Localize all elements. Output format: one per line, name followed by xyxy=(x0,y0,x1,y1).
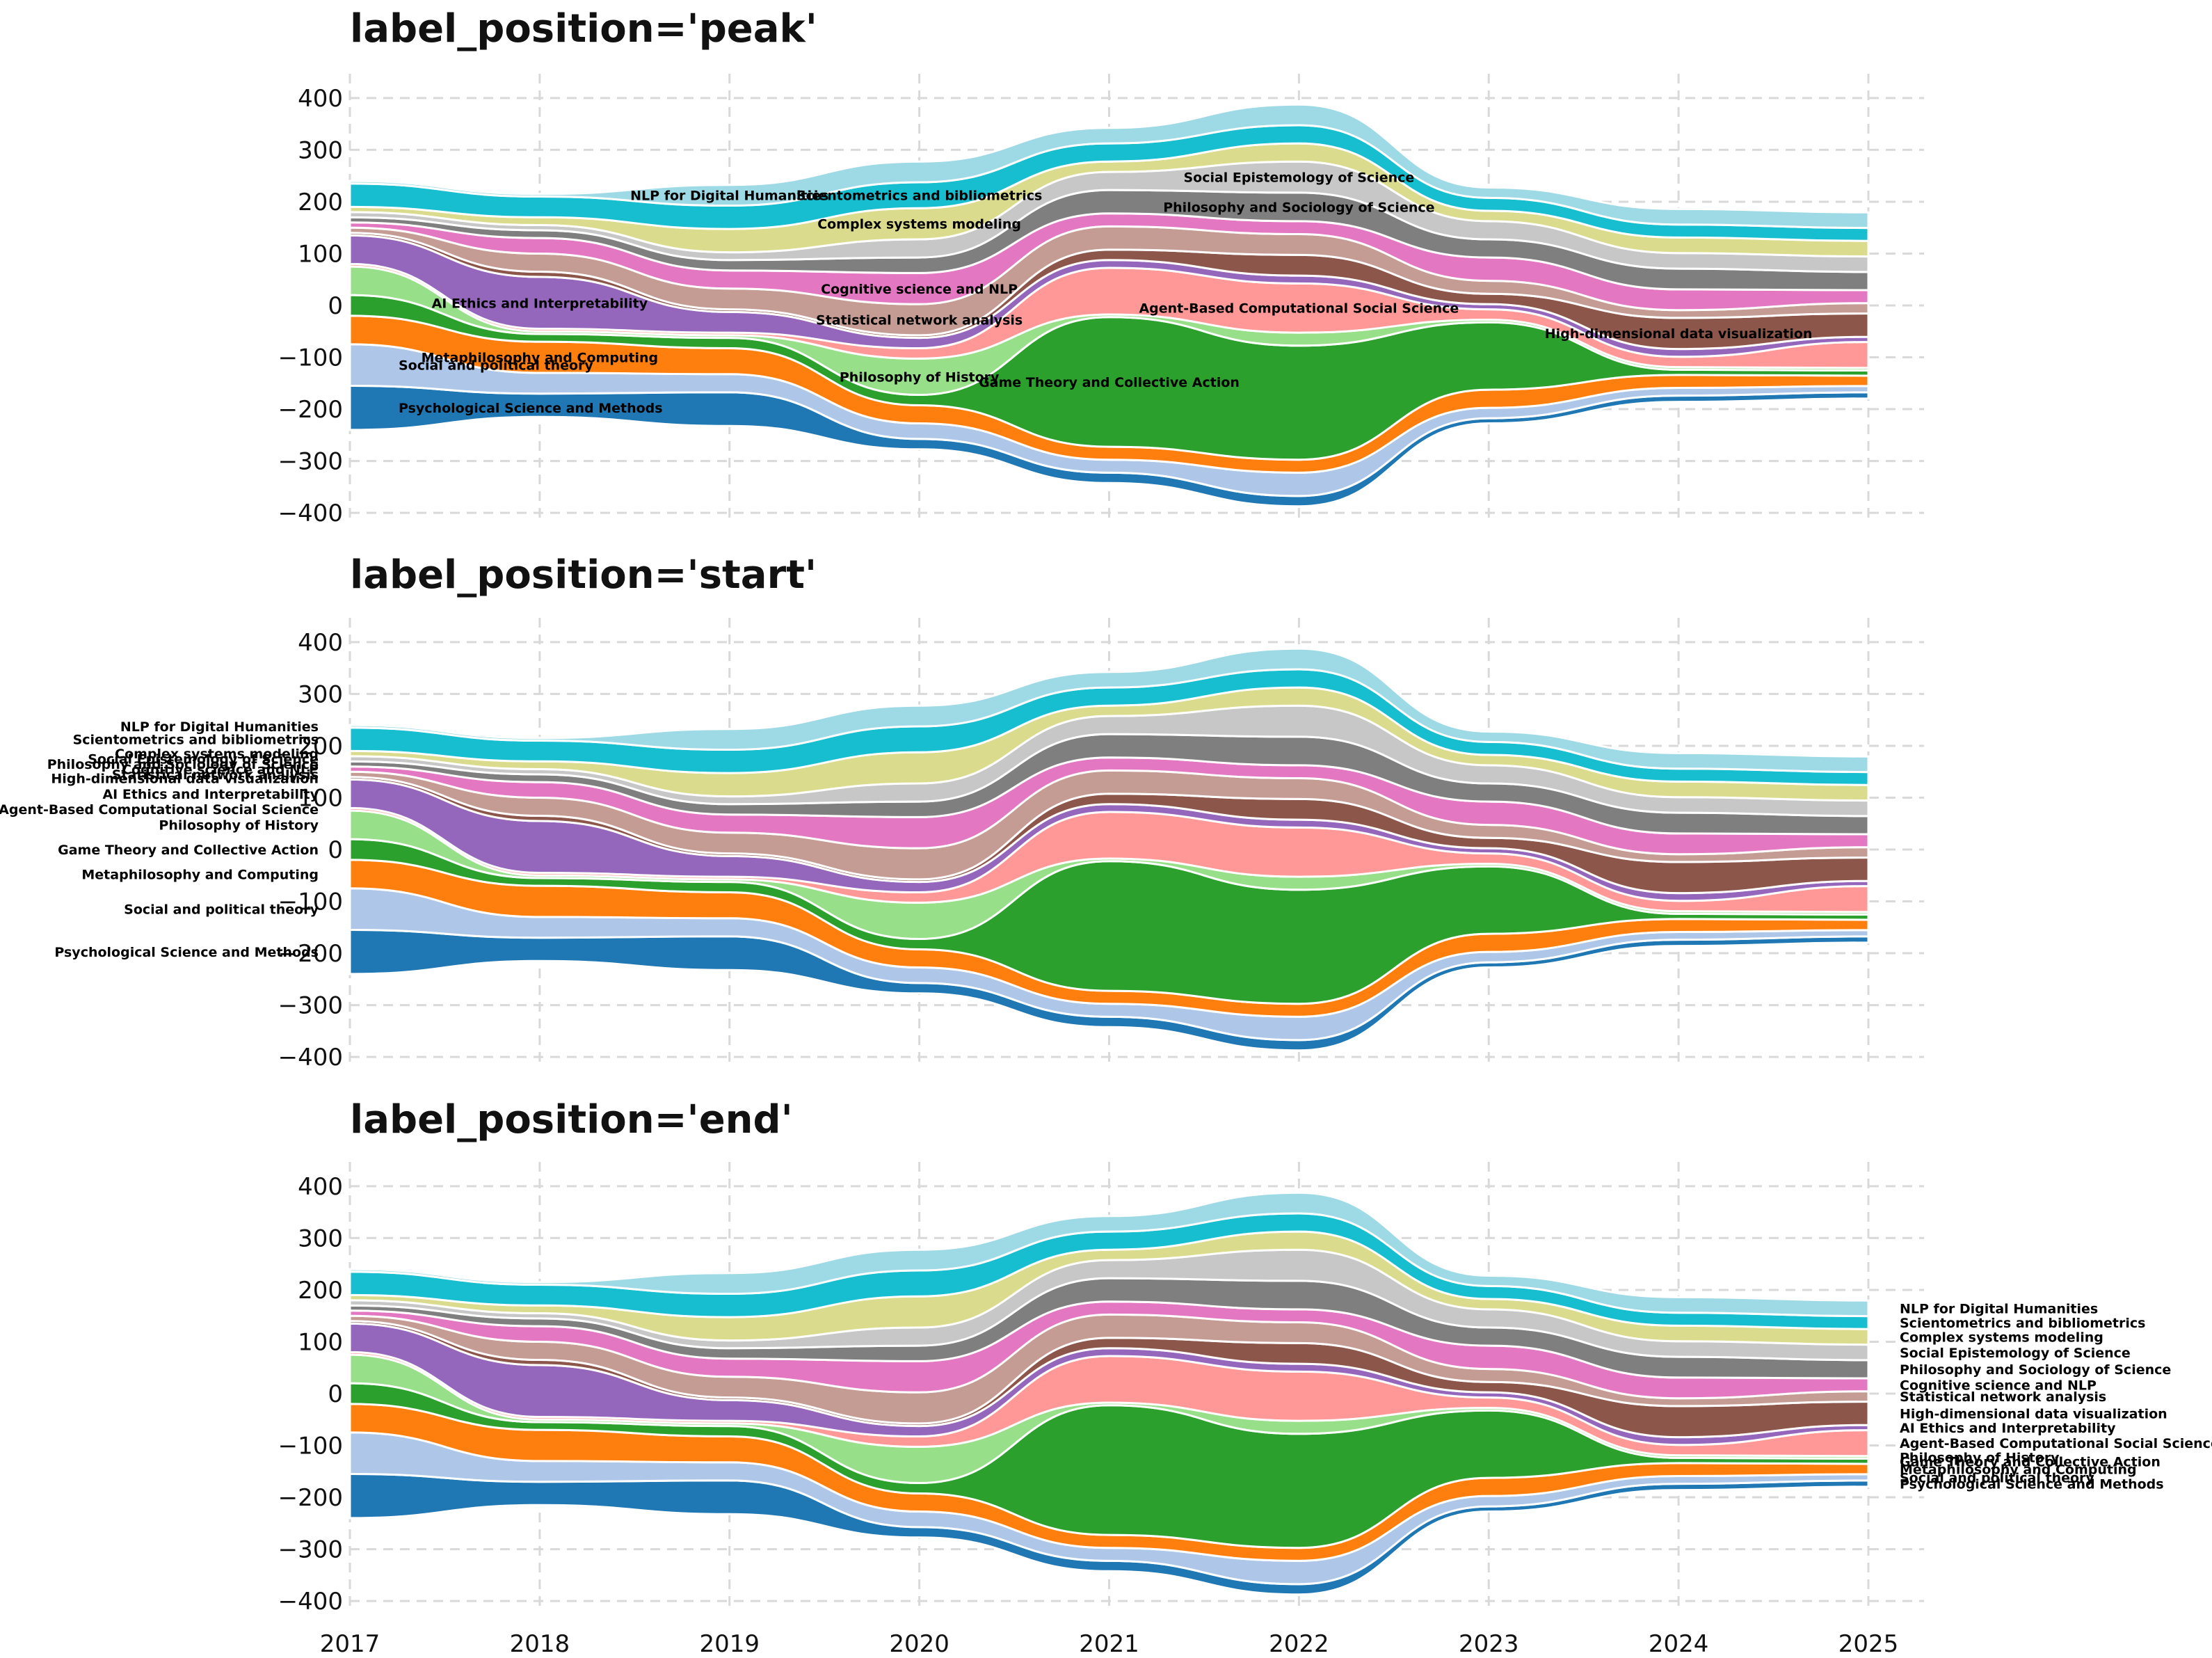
x-tick-label: 2024 xyxy=(1649,1630,1709,1658)
series-label: Game Theory and Collective Action xyxy=(1900,1454,2161,1469)
series-label: Scientometrics and bibliometrics xyxy=(1900,1316,2145,1331)
y-tick-label: 100 xyxy=(298,1328,343,1356)
stream-area-14 xyxy=(348,647,1870,774)
series-label: Philosophy of History xyxy=(1900,1451,2060,1466)
panel-title-peak: label_position='peak' xyxy=(350,6,817,51)
panel-title-start: label_position='start' xyxy=(350,552,817,598)
series-label: Social Epistemology of Science xyxy=(88,752,319,767)
y-tick-label: −400 xyxy=(278,500,343,527)
series-label: Game Theory and Collective Action xyxy=(979,375,1240,390)
series-label: Statistical network analysis xyxy=(816,312,1023,328)
series-label: Scientometrics and bibliometrics xyxy=(796,189,1042,204)
series-label: High-dimensional data visualization xyxy=(1545,326,1813,342)
series-label: Philosophy and Sociology of Science xyxy=(1900,1362,2171,1378)
y-tick-label: −100 xyxy=(278,888,343,916)
y-tick-label: −200 xyxy=(278,1484,343,1512)
series-label: Agent-Based Computational Social Science xyxy=(1139,301,1459,317)
stream-areas xyxy=(348,1191,1870,1596)
y-tick-label: −400 xyxy=(278,1044,343,1071)
y-tick-label: −400 xyxy=(278,1588,343,1616)
series-label: NLP for Digital Humanities xyxy=(630,189,828,204)
stream-areas xyxy=(348,647,1870,1052)
y-tick-label: 200 xyxy=(298,189,343,216)
x-tick-label: 2023 xyxy=(1459,1630,1519,1658)
series-label: Social and political theory xyxy=(399,358,593,374)
series-label: NLP for Digital Humanities xyxy=(120,719,319,735)
series-label: Social and political theory xyxy=(1900,1470,2094,1485)
y-tick-label: −300 xyxy=(278,992,343,1020)
y-tick-label: 200 xyxy=(298,733,343,760)
x-tick-label: 2022 xyxy=(1269,1630,1329,1658)
series-label: Philosophy of History xyxy=(840,369,1000,385)
series-label: Metaphilosophy and Computing xyxy=(1900,1462,2137,1477)
y-tick-label: −200 xyxy=(278,940,343,968)
series-label: NLP for Digital Humanities xyxy=(1900,1301,2098,1316)
series-labels: Psychological Science and MethodsSocial … xyxy=(1900,1301,2212,1492)
y-tick-label: −200 xyxy=(278,396,343,424)
series-label: Cognitive science and NLP xyxy=(821,282,1018,297)
series-label: Social Epistemology of Science xyxy=(1183,170,1414,186)
x-tick-label: 2025 xyxy=(1838,1630,1899,1658)
series-label: Complex systems modeling xyxy=(817,217,1021,232)
series-label: Social and political theory xyxy=(124,902,319,918)
y-tick-label: 100 xyxy=(298,784,343,812)
series-label: Agent-Based Computational Social Science xyxy=(0,802,319,818)
series-label: Scientometrics and bibliometrics xyxy=(73,733,319,748)
series-label: AI Ethics and Interpretability xyxy=(432,296,648,311)
x-tick-label: 2017 xyxy=(320,1630,380,1658)
series-labels: Psychological Science and Methods Social … xyxy=(399,170,1812,417)
series-label: Complex systems modeling xyxy=(1900,1330,2103,1345)
x-tick-label: 2019 xyxy=(699,1630,760,1658)
panel-end: label_position='end' 400 300 200 100 0 −100 −2… xyxy=(278,1097,2212,1658)
series-label: Psychological Science and Methods xyxy=(399,401,663,416)
series-label: Philosophy and Sociology of Science xyxy=(1163,200,1434,215)
series-label: Agent-Based Computational Social Science xyxy=(1900,1436,2212,1451)
series-label: AI Ethics and Interpretability xyxy=(102,787,319,802)
y-tick-label: −300 xyxy=(278,448,343,476)
stream-area-14 xyxy=(348,103,1870,230)
y-tick-label: 400 xyxy=(298,629,343,657)
y-tick-label: 100 xyxy=(298,240,343,268)
panel-peak: label_position='peak' 400 300 200 100 0 −100 −… xyxy=(278,6,1924,527)
x-tick-label: 2018 xyxy=(510,1630,570,1658)
x-tick-label: 2020 xyxy=(889,1630,949,1658)
y-tick-label: −300 xyxy=(278,1536,343,1564)
series-label: AI Ethics and Interpretability xyxy=(1900,1421,2116,1436)
y-tick-label: 0 xyxy=(328,836,343,864)
y-tick-label: 0 xyxy=(328,1380,343,1408)
series-label: Statistical network analysis xyxy=(1900,1389,2106,1405)
series-label: Cognitive science and NLP xyxy=(122,762,319,777)
series-label: Metaphilosophy and Computing xyxy=(422,351,659,366)
series-labels: Psychological Science and Methods Social … xyxy=(0,719,319,960)
y-tick-label: 300 xyxy=(298,1225,343,1252)
x-tick-label: 2021 xyxy=(1079,1630,1139,1658)
series-label: High-dimensional data visualization xyxy=(51,772,319,787)
series-label: Social Epistemology of Science xyxy=(1900,1346,2131,1361)
series-label: High-dimensional data visualization xyxy=(1900,1406,2167,1421)
series-label: Complex systems modeling xyxy=(115,747,319,762)
y-tick-label: 400 xyxy=(298,1173,343,1201)
series-label: Psychological Science and Methods xyxy=(1900,1476,2164,1492)
series-label: Psychological Science and Methods xyxy=(54,945,319,960)
stream-area-14 xyxy=(348,1191,1870,1318)
y-tick-label: −100 xyxy=(278,344,343,372)
series-label: Metaphilosophy and Computing xyxy=(81,867,319,882)
series-label: Cognitive science and NLP xyxy=(1900,1378,2097,1393)
y-tick-label: 300 xyxy=(298,680,343,708)
stream-areas xyxy=(348,103,1870,508)
panel-title-end: label_position='end' xyxy=(350,1097,793,1142)
y-tick-label: 200 xyxy=(298,1277,343,1305)
series-label: Philosophy and Sociology of Science xyxy=(47,757,319,772)
y-tick-label: 400 xyxy=(298,85,343,113)
y-tick-label: −100 xyxy=(278,1433,343,1460)
series-label: Statistical network analysis xyxy=(112,767,319,783)
y-tick-label: 0 xyxy=(328,292,343,320)
y-tick-label: 300 xyxy=(298,136,343,164)
series-label: Game Theory and Collective Action xyxy=(58,843,319,858)
panel-start: label_position='start' 400 300 200 100 0 −100… xyxy=(0,552,1924,1071)
series-label: Philosophy of History xyxy=(159,818,319,834)
